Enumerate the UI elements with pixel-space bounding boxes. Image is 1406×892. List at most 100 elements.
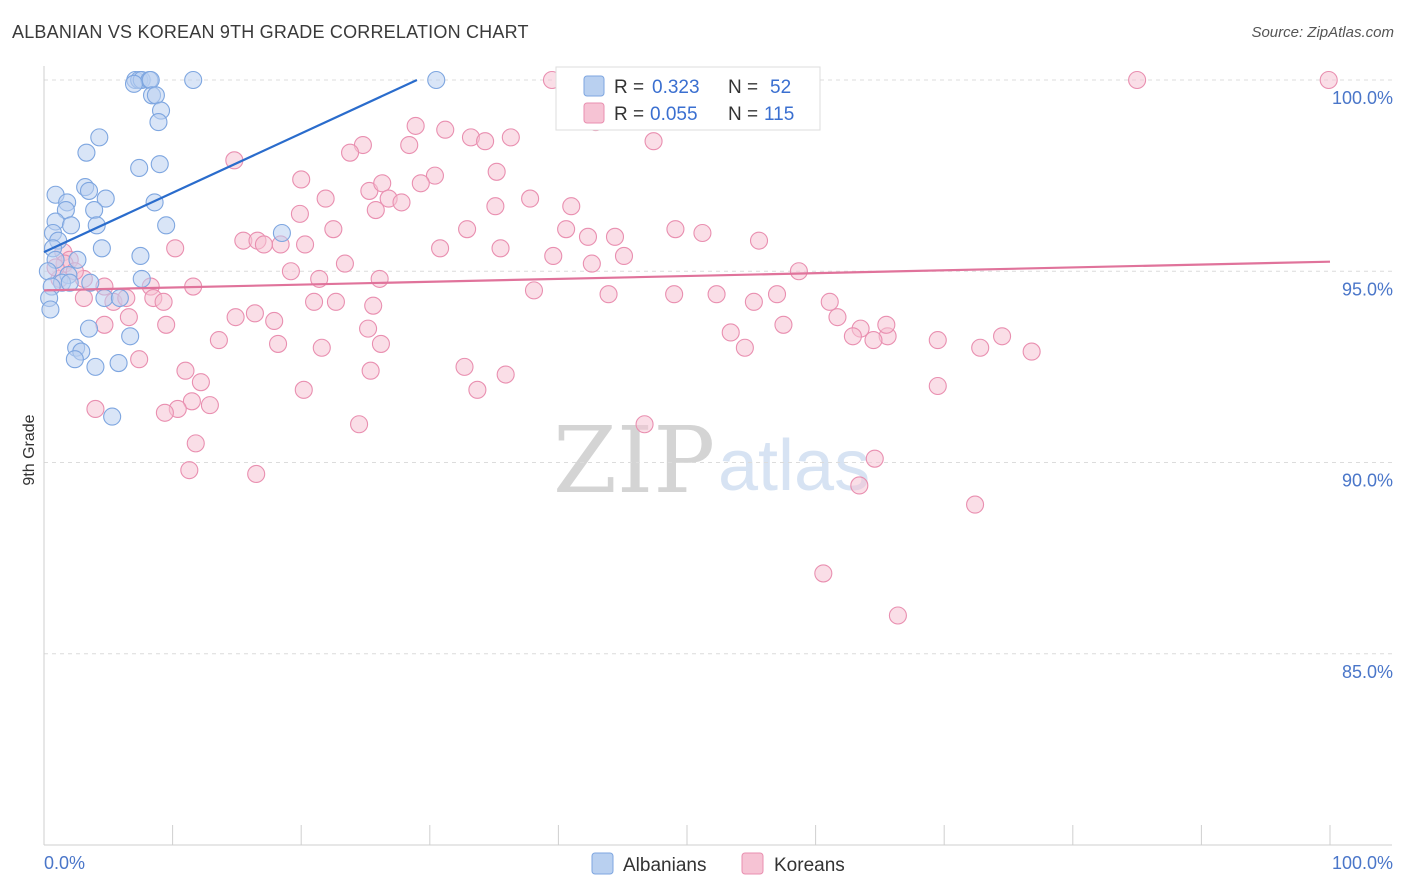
x-tick-labels: 0.0% 100.0% bbox=[44, 853, 1393, 873]
albanians-point-47 bbox=[79, 319, 99, 338]
koreans-point-122 bbox=[966, 495, 985, 514]
koreans-point-35 bbox=[605, 227, 625, 246]
koreans-point-29 bbox=[458, 220, 477, 239]
koreans-n-value: 115 bbox=[764, 104, 794, 125]
albanians-point-54 bbox=[103, 407, 122, 426]
koreans-point-119 bbox=[247, 464, 266, 484]
albanians-n-label: N = bbox=[728, 77, 758, 98]
albanians-point-41 bbox=[81, 273, 100, 292]
albanians-point-32 bbox=[92, 239, 111, 258]
koreans-point-68 bbox=[767, 285, 787, 304]
koreans-point-77 bbox=[364, 296, 383, 315]
koreans-point-105 bbox=[455, 357, 474, 376]
albanians-point-6 bbox=[427, 70, 446, 90]
koreans-point-91 bbox=[971, 338, 990, 357]
koreans-point-116 bbox=[928, 376, 947, 396]
koreans-point-80 bbox=[95, 315, 114, 334]
koreans-point-31 bbox=[557, 220, 576, 239]
bottom-legend-albanians-swatch bbox=[591, 852, 614, 875]
koreans-point-10 bbox=[644, 132, 663, 151]
koreans-point-98 bbox=[864, 331, 883, 350]
koreans-point-15 bbox=[292, 170, 311, 189]
koreans-point-95 bbox=[371, 334, 390, 353]
koreans-point-7 bbox=[476, 132, 495, 151]
koreans-point-86 bbox=[774, 315, 793, 334]
koreans-point-85 bbox=[721, 323, 740, 342]
koreans-point-4 bbox=[406, 116, 425, 135]
koreans-point-111 bbox=[200, 396, 219, 415]
koreans-point-120 bbox=[865, 449, 884, 468]
koreans-point-66 bbox=[707, 285, 726, 304]
koreans-point-63 bbox=[524, 281, 544, 300]
bottom-legend: Albanians Koreans bbox=[591, 852, 845, 876]
watermark-zip: ZIP bbox=[553, 407, 715, 514]
koreans-point-102 bbox=[130, 350, 149, 369]
koreans-point-100 bbox=[993, 327, 1012, 346]
koreans-point-2 bbox=[1128, 70, 1147, 90]
koreans-point-23 bbox=[392, 193, 411, 212]
koreans-point-70 bbox=[74, 288, 93, 308]
albanians-point-9 bbox=[146, 86, 165, 105]
koreans-point-92 bbox=[209, 331, 228, 350]
watermark-atlas: atlas bbox=[718, 426, 870, 506]
albanians-point-49 bbox=[121, 327, 140, 346]
koreans-point-64 bbox=[599, 285, 618, 304]
koreans-point-27 bbox=[486, 197, 505, 216]
albanians-point-12 bbox=[90, 128, 109, 147]
koreans-point-109 bbox=[468, 380, 487, 399]
koreans-point-93 bbox=[269, 334, 288, 353]
albanians-point-4 bbox=[141, 70, 160, 90]
koreans-point-33 bbox=[693, 223, 712, 243]
koreans-point-65 bbox=[665, 285, 684, 304]
albanians-point-51 bbox=[65, 350, 84, 369]
albanians-r-label: R = bbox=[614, 77, 644, 98]
albanians-swatch bbox=[583, 75, 605, 97]
koreans-point-11 bbox=[400, 135, 419, 155]
koreans-point-8 bbox=[501, 128, 520, 147]
koreans-point-79 bbox=[119, 308, 138, 327]
koreans-point-54 bbox=[370, 269, 389, 288]
y-tick-label-1: 95.0% bbox=[1342, 279, 1393, 299]
koreans-point-118 bbox=[180, 461, 199, 480]
koreans-point-34 bbox=[578, 227, 598, 246]
koreans-point-46 bbox=[582, 254, 601, 273]
koreans-point-28 bbox=[324, 220, 343, 239]
axes bbox=[43, 66, 1392, 846]
albanians-trend-line bbox=[43, 79, 418, 254]
koreans-point-115 bbox=[635, 415, 654, 434]
koreans-point-96 bbox=[735, 338, 754, 357]
koreans-point-19 bbox=[373, 174, 392, 193]
koreans-point-42 bbox=[166, 239, 185, 258]
koreans-point-52 bbox=[281, 262, 300, 281]
albanians-point-27 bbox=[157, 216, 176, 235]
koreans-point-45 bbox=[544, 246, 563, 265]
koreans-point-16 bbox=[425, 166, 444, 185]
koreans-r-label: R = bbox=[614, 104, 644, 125]
albanians-point-46 bbox=[41, 300, 60, 319]
albanians-point-53 bbox=[86, 357, 105, 376]
koreans-point-47 bbox=[614, 246, 634, 265]
koreans-point-25 bbox=[366, 201, 385, 220]
koreans-point-24 bbox=[521, 189, 540, 208]
koreans-point-106 bbox=[496, 365, 515, 384]
koreans-point-87 bbox=[828, 308, 847, 327]
y-tick-label-2: 90.0% bbox=[1342, 471, 1393, 491]
koreans-point-90 bbox=[928, 331, 947, 350]
koreans-point-74 bbox=[154, 292, 173, 311]
albanians-point-40 bbox=[60, 273, 79, 292]
koreans-point-101 bbox=[1022, 342, 1041, 361]
koreans-point-13 bbox=[341, 143, 360, 162]
koreans-point-21 bbox=[316, 189, 335, 208]
albanians-point-11 bbox=[149, 113, 168, 132]
koreans-point-103 bbox=[176, 361, 195, 380]
albanians-r-value: 0.323 bbox=[652, 77, 700, 98]
trend-lines bbox=[43, 79, 1331, 292]
bottom-legend-koreans-label: Koreans bbox=[774, 855, 845, 876]
koreans-point-3 bbox=[1319, 70, 1338, 90]
koreans-point-94 bbox=[312, 338, 331, 357]
albanians-point-13 bbox=[77, 143, 96, 162]
albanians-point-14 bbox=[150, 155, 169, 174]
koreans-point-114 bbox=[350, 415, 369, 434]
koreans-point-125 bbox=[155, 403, 174, 422]
koreans-point-110 bbox=[182, 392, 201, 411]
